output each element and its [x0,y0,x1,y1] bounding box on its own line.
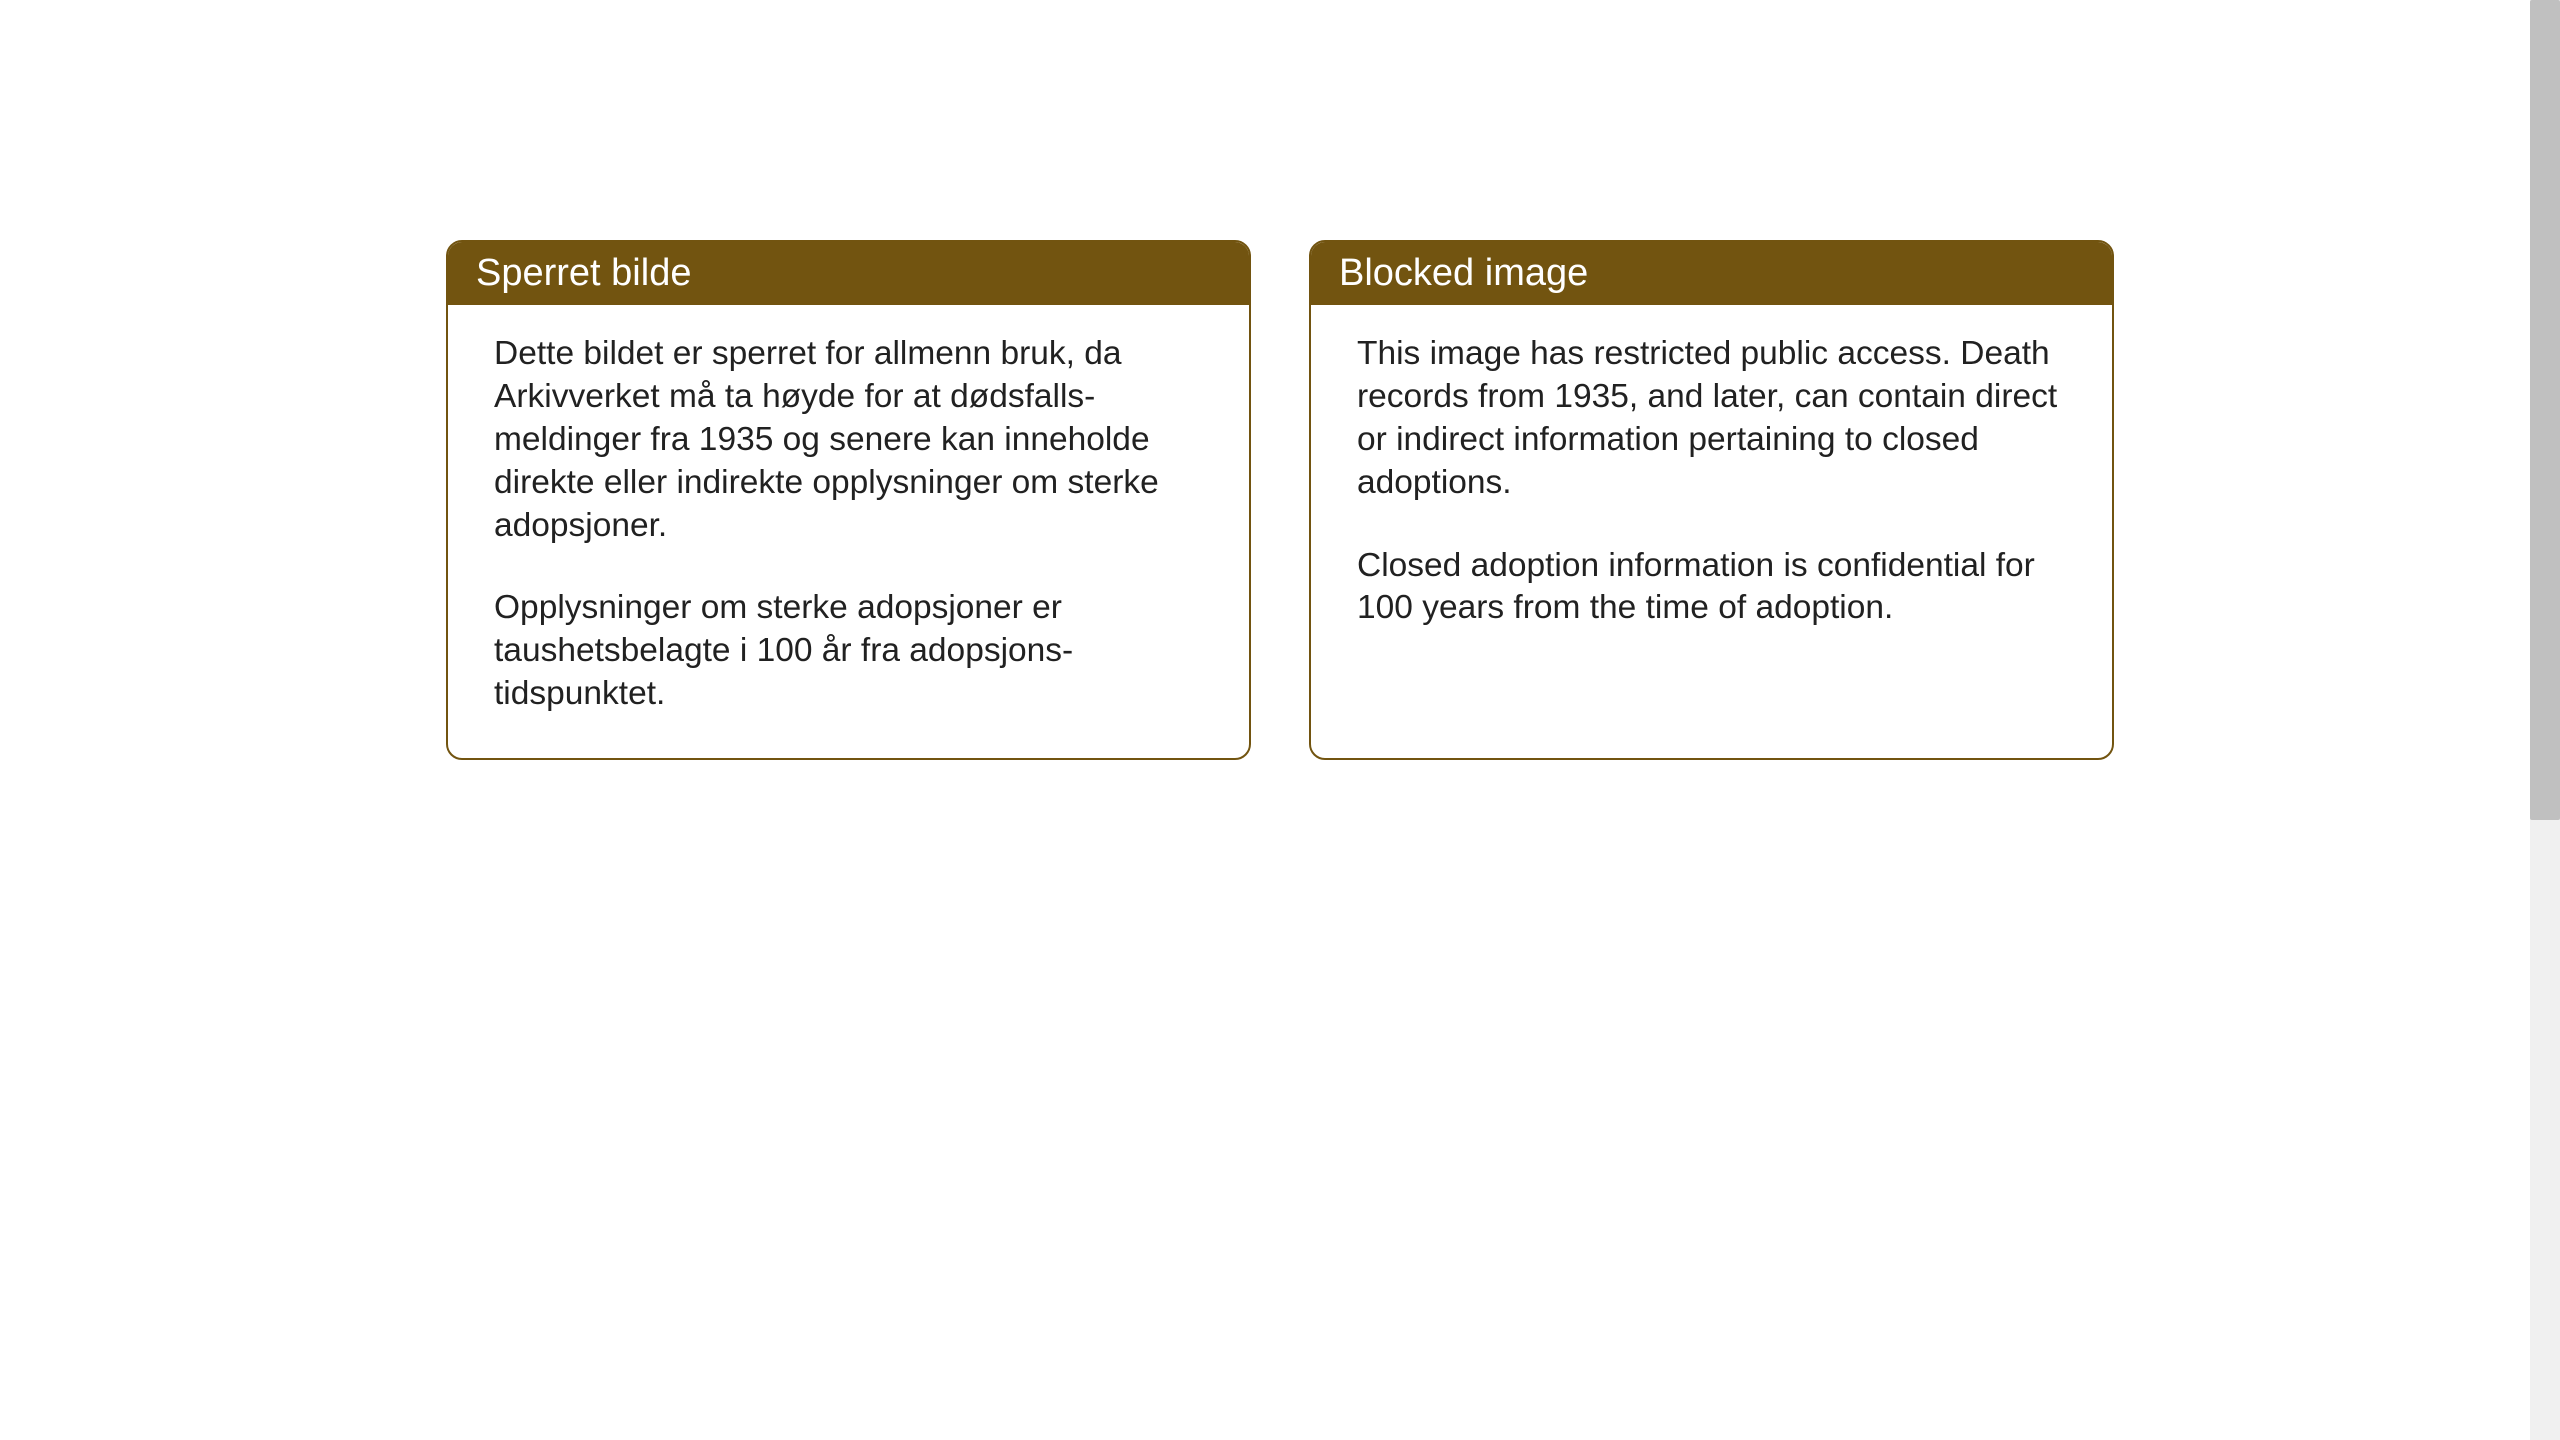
english-paragraph-2: Closed adoption information is confident… [1357,545,2066,631]
scrollbar-thumb[interactable] [2530,0,2560,820]
english-card: Blocked image This image has restricted … [1309,240,2114,760]
english-paragraph-1: This image has restricted public access.… [1357,333,2066,505]
norwegian-card-title: Sperret bilde [448,242,1249,305]
english-card-body: This image has restricted public access.… [1311,305,2112,672]
cards-container: Sperret bilde Dette bildet er sperret fo… [446,240,2114,760]
english-card-title: Blocked image [1311,242,2112,305]
norwegian-paragraph-1: Dette bildet er sperret for allmenn bruk… [494,333,1203,547]
norwegian-paragraph-2: Opplysninger om sterke adopsjoner er tau… [494,587,1203,716]
norwegian-card: Sperret bilde Dette bildet er sperret fo… [446,240,1251,760]
scrollbar-track[interactable] [2530,0,2560,1440]
norwegian-card-body: Dette bildet er sperret for allmenn bruk… [448,305,1249,758]
